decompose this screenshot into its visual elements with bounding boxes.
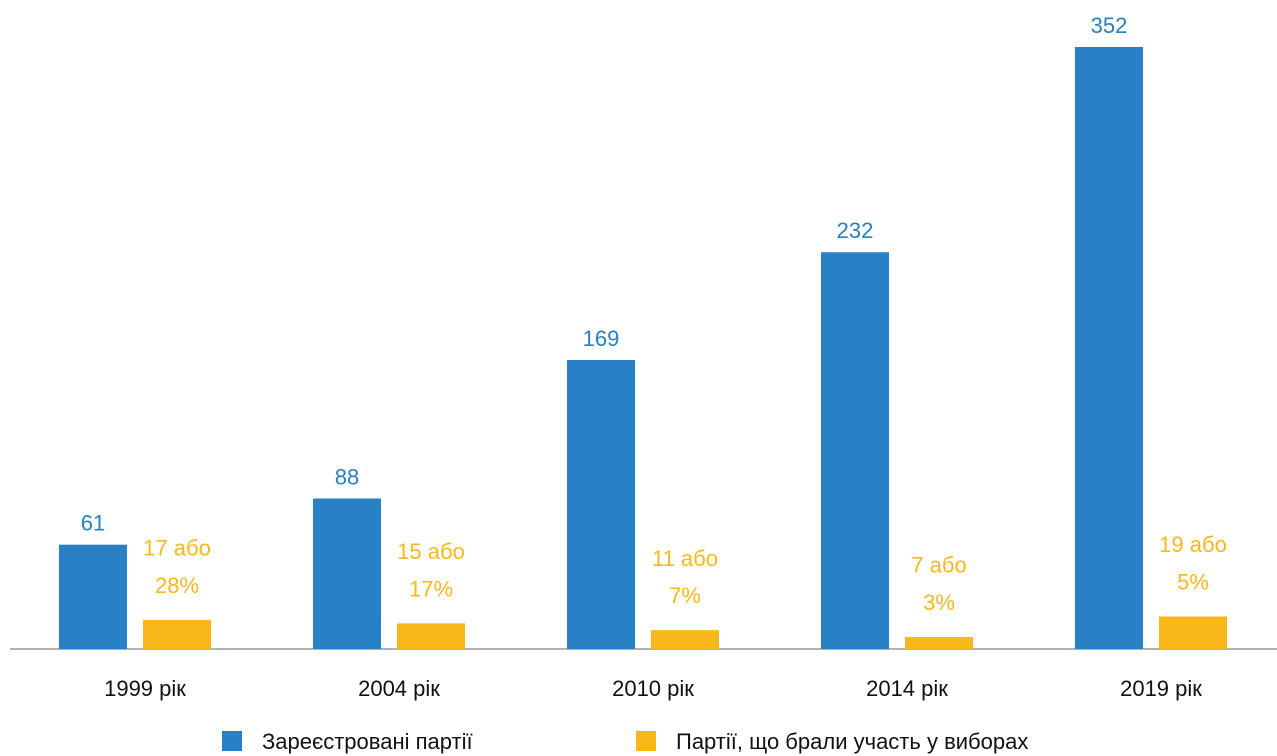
data-label: 169 — [583, 326, 620, 351]
legend-label: Зареєстровані партії — [262, 729, 473, 754]
bar — [397, 623, 465, 649]
legend-swatch — [636, 731, 656, 751]
x-tick-label: 2004 рік — [358, 676, 440, 701]
data-label: 232 — [837, 218, 874, 243]
data-label: 17 або 28% — [143, 536, 211, 598]
x-tick-label: 2014 рік — [866, 676, 948, 701]
legend-swatch — [222, 731, 242, 751]
bar — [1159, 616, 1227, 649]
data-label: 11 або 7% — [652, 546, 718, 608]
data-label: 352 — [1091, 13, 1128, 38]
bar — [651, 630, 719, 649]
data-label: 19 або 5% — [1159, 532, 1227, 594]
bar — [567, 359, 635, 649]
bar — [905, 637, 973, 649]
x-tick-label: 1999 рік — [104, 676, 186, 701]
data-label: 15 або 17% — [397, 539, 465, 601]
legend-label: Партії, що брали участь у виборах — [676, 729, 1028, 754]
bar — [59, 544, 127, 649]
data-label: 88 — [335, 465, 359, 490]
x-tick-label: 2010 рік — [612, 676, 694, 701]
bar — [143, 619, 211, 649]
bar — [313, 498, 381, 649]
bar — [1075, 47, 1143, 649]
data-label: 61 — [81, 511, 105, 536]
data-label: 7 або 3% — [911, 553, 966, 615]
x-tick-label: 2019 рік — [1120, 676, 1202, 701]
bar — [821, 252, 889, 649]
